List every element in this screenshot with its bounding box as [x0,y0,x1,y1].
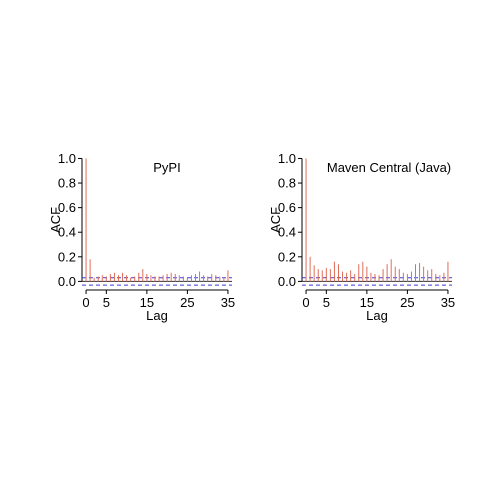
panel-2-y-tick-label: 0.6 [278,200,296,215]
panel-2-y-tick-label: 0.2 [278,249,296,264]
panel-2-y-tick-label: 0.0 [278,274,296,289]
panel-2-x-tick-label: 5 [323,295,330,310]
panel-2-y-tick-label: 1.0 [278,151,296,166]
panel-2-x-axis-label: Lag [366,308,388,323]
panel-2-x-tick-label: 0 [302,295,309,310]
panel-1-x-tick-label: 15 [140,295,154,310]
panel-2-x-tick-label: 25 [400,295,414,310]
panel-2-x-tick-label: 35 [441,295,455,310]
panel-2-x-tick-label: 15 [360,295,374,310]
panel-1-y-tick-label: 0.6 [58,200,76,215]
panel-1-x-tick-label: 35 [221,295,235,310]
panel-2-y-tick-label: 0.8 [278,176,296,191]
panel-2-title: Maven Central (Java) [327,160,451,175]
panel-1-y-tick-label: 0.4 [58,225,76,240]
panel-1-x-axis-label: Lag [146,308,168,323]
panel-1-x-tick-label: 0 [82,295,89,310]
panel-1-y-tick-label: 1.0 [58,151,76,166]
panel-1-y-tick-label: 0.0 [58,274,76,289]
panel-1-y-axis-label: ACF [48,207,63,233]
panel-1-x-tick-label: 5 [103,295,110,310]
panel-2-y-axis-label: ACF [268,207,283,233]
panel-1-x-tick-label: 25 [180,295,194,310]
panel-1-y-tick-label: 0.8 [58,176,76,191]
panel-1-title: PyPI [153,160,180,175]
panel-2-y-tick-label: 0.4 [278,225,296,240]
panel-1-y-tick-label: 0.2 [58,249,76,264]
